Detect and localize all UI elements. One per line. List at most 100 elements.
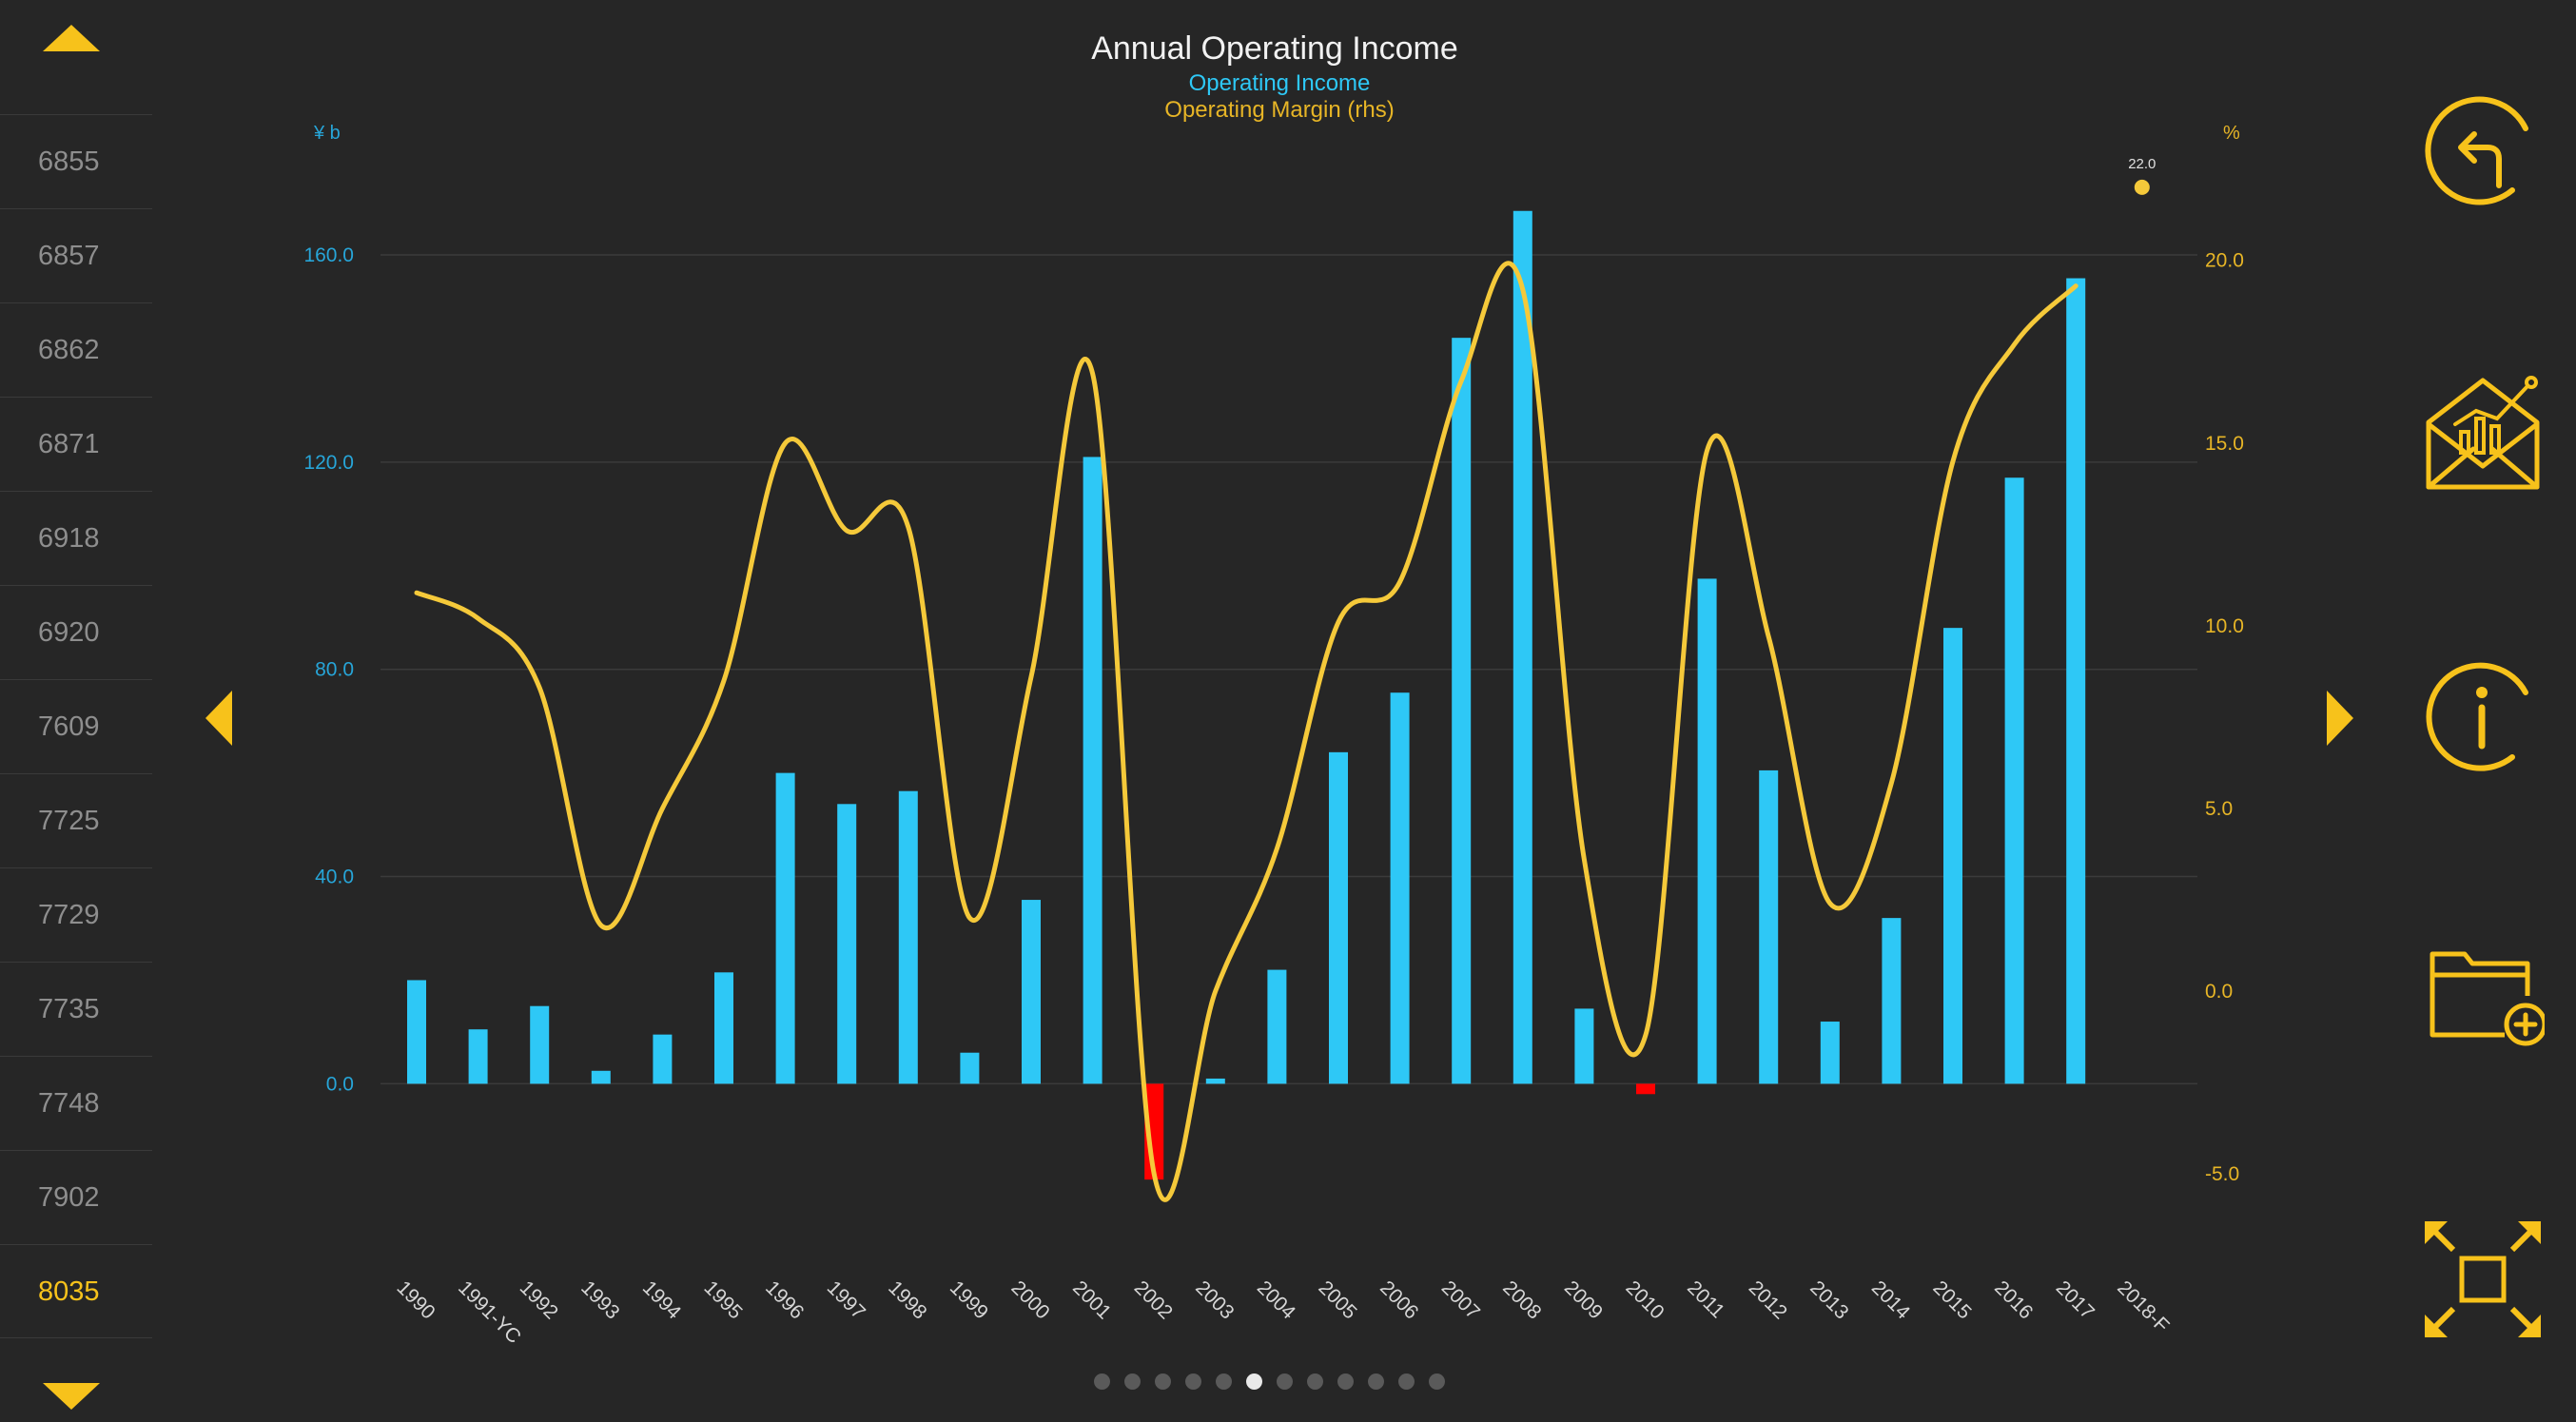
page-dot[interactable] xyxy=(1216,1373,1232,1390)
page-dot[interactable] xyxy=(1277,1373,1293,1390)
page-dot[interactable] xyxy=(1124,1373,1141,1390)
triangle-left-icon xyxy=(205,691,232,746)
ticker-item[interactable]: 6918 xyxy=(0,491,152,585)
email-chart-button[interactable] xyxy=(2421,373,2545,497)
x-tick-label: 2000 xyxy=(1006,1276,1053,1323)
email-chart-icon xyxy=(2426,376,2540,490)
x-tick-label: 2007 xyxy=(1437,1276,1484,1323)
income-bar xyxy=(837,804,857,1084)
x-tick-label: 2008 xyxy=(1498,1276,1545,1323)
income-bar xyxy=(1083,457,1103,1084)
chart-title: Annual Operating Income xyxy=(1091,30,1458,67)
ticker-list: 6855 6857 6862 6871 6918 6920 7609 7725 7729 7735… xyxy=(0,114,152,1338)
triangle-up-icon[interactable] xyxy=(38,21,105,55)
income-bar xyxy=(1329,751,1348,1084)
ticker-item[interactable]: 7609 xyxy=(0,679,152,773)
page-dot[interactable] xyxy=(1155,1373,1171,1390)
next-page-button[interactable] xyxy=(2321,685,2359,751)
right-tick-label: -5.0 xyxy=(2205,1163,2239,1185)
action-toolbar xyxy=(2397,0,2576,1422)
right-tick-label: 15.0 xyxy=(2205,433,2244,455)
income-bar xyxy=(2004,477,2024,1084)
page-indicator[interactable] xyxy=(1094,1373,1445,1396)
page-dot[interactable] xyxy=(1246,1373,1262,1390)
ticker-item[interactable]: 6920 xyxy=(0,585,152,679)
x-tick-label: 2014 xyxy=(1867,1276,1915,1324)
x-tick-label: 2010 xyxy=(1621,1276,1668,1323)
right-tick-label: 0.0 xyxy=(2205,981,2233,1003)
ticker-item[interactable]: 6857 xyxy=(0,208,152,302)
triangle-down-icon[interactable] xyxy=(38,1379,105,1413)
right-tick-label: 10.0 xyxy=(2205,615,2244,637)
x-tick-label: 2003 xyxy=(1191,1276,1238,1323)
triangle-right-icon xyxy=(2327,691,2353,746)
add-to-folder-icon xyxy=(2430,951,2545,1046)
page-dot[interactable] xyxy=(1398,1373,1415,1390)
income-bar xyxy=(468,1029,488,1084)
income-bar xyxy=(775,772,795,1084)
operating-margin-line xyxy=(414,261,2078,1202)
forecast-dot xyxy=(2134,179,2150,195)
page-dot[interactable] xyxy=(1094,1373,1110,1390)
back-arrow-icon xyxy=(2425,96,2528,205)
page-dot[interactable] xyxy=(1368,1373,1384,1390)
ticker-sidebar: 6855 6857 6862 6871 6918 6920 7609 7725 7729 7735… xyxy=(0,0,152,1422)
ticker-item[interactable]: 7902 xyxy=(0,1150,152,1244)
x-tick-label: 2011 xyxy=(1683,1276,1728,1322)
x-tick-label: 1997 xyxy=(823,1276,869,1323)
income-bar xyxy=(960,1052,980,1084)
ticker-item[interactable]: 6855 xyxy=(0,114,152,208)
right-tick-label: 5.0 xyxy=(2205,798,2233,820)
x-tick-label: 2005 xyxy=(1314,1276,1360,1323)
ticker-item[interactable]: 7729 xyxy=(0,867,152,962)
operating-income-bars xyxy=(407,210,2086,1180)
x-tick-label: 2004 xyxy=(1253,1276,1300,1324)
left-tick-label: 160.0 xyxy=(303,244,354,266)
fullscreen-button[interactable] xyxy=(2421,1217,2545,1341)
x-tick-label: 1993 xyxy=(576,1276,623,1323)
ticker-item[interactable]: 7725 xyxy=(0,773,152,867)
add-to-folder-button[interactable] xyxy=(2421,937,2545,1061)
x-tick-label: 2013 xyxy=(1805,1276,1852,1323)
left-tick-label: 40.0 xyxy=(315,867,354,888)
page-dot[interactable] xyxy=(1429,1373,1445,1390)
x-tick-label: 1991-YC xyxy=(454,1276,525,1348)
right-tick-label: 20.0 xyxy=(2205,250,2244,272)
operating-income-chart: Annual Operating Income Operating Income… xyxy=(285,0,2274,1351)
left-tick-label: 120.0 xyxy=(303,452,354,474)
left-axis-unit: ¥ b xyxy=(313,123,341,144)
income-bar xyxy=(1390,692,1410,1084)
previous-page-button[interactable] xyxy=(200,685,238,751)
income-bar xyxy=(1267,969,1287,1084)
income-bar xyxy=(1205,1078,1225,1084)
income-bar xyxy=(714,972,733,1084)
page-dot[interactable] xyxy=(1307,1373,1323,1390)
left-axis-ticks: 0.0 40.0 80.0 120.0 160.0 xyxy=(303,244,354,1095)
x-tick-label: 2015 xyxy=(1928,1276,1975,1323)
x-tick-label: 2002 xyxy=(1130,1276,1177,1323)
info-button[interactable] xyxy=(2421,654,2545,778)
legend-operating-income: Operating Income xyxy=(1189,70,1371,96)
ticker-item[interactable]: 6862 xyxy=(0,302,152,397)
x-tick-label: 1992 xyxy=(516,1276,562,1323)
income-bar xyxy=(1759,769,1779,1084)
page-dot[interactable] xyxy=(1337,1373,1354,1390)
ticker-item[interactable]: 7735 xyxy=(0,962,152,1056)
income-bar xyxy=(1022,900,1041,1084)
income-bar xyxy=(530,1005,550,1084)
info-icon xyxy=(2426,662,2528,771)
x-tick-label: 1998 xyxy=(884,1276,930,1323)
x-tick-label: 1999 xyxy=(946,1276,992,1323)
income-bar xyxy=(1943,628,1962,1084)
ticker-item[interactable]: 6871 xyxy=(0,397,152,491)
ticker-item[interactable]: 8035 xyxy=(0,1244,152,1338)
x-tick-label: 2006 xyxy=(1376,1276,1422,1323)
x-tick-label: 2016 xyxy=(1990,1276,2037,1323)
ticker-item[interactable]: 7748 xyxy=(0,1056,152,1150)
page-dot[interactable] xyxy=(1185,1373,1201,1390)
left-tick-label: 80.0 xyxy=(315,659,354,681)
x-tick-label: 2012 xyxy=(1745,1276,1791,1323)
back-button[interactable] xyxy=(2421,92,2545,216)
income-bar xyxy=(1697,578,1717,1084)
